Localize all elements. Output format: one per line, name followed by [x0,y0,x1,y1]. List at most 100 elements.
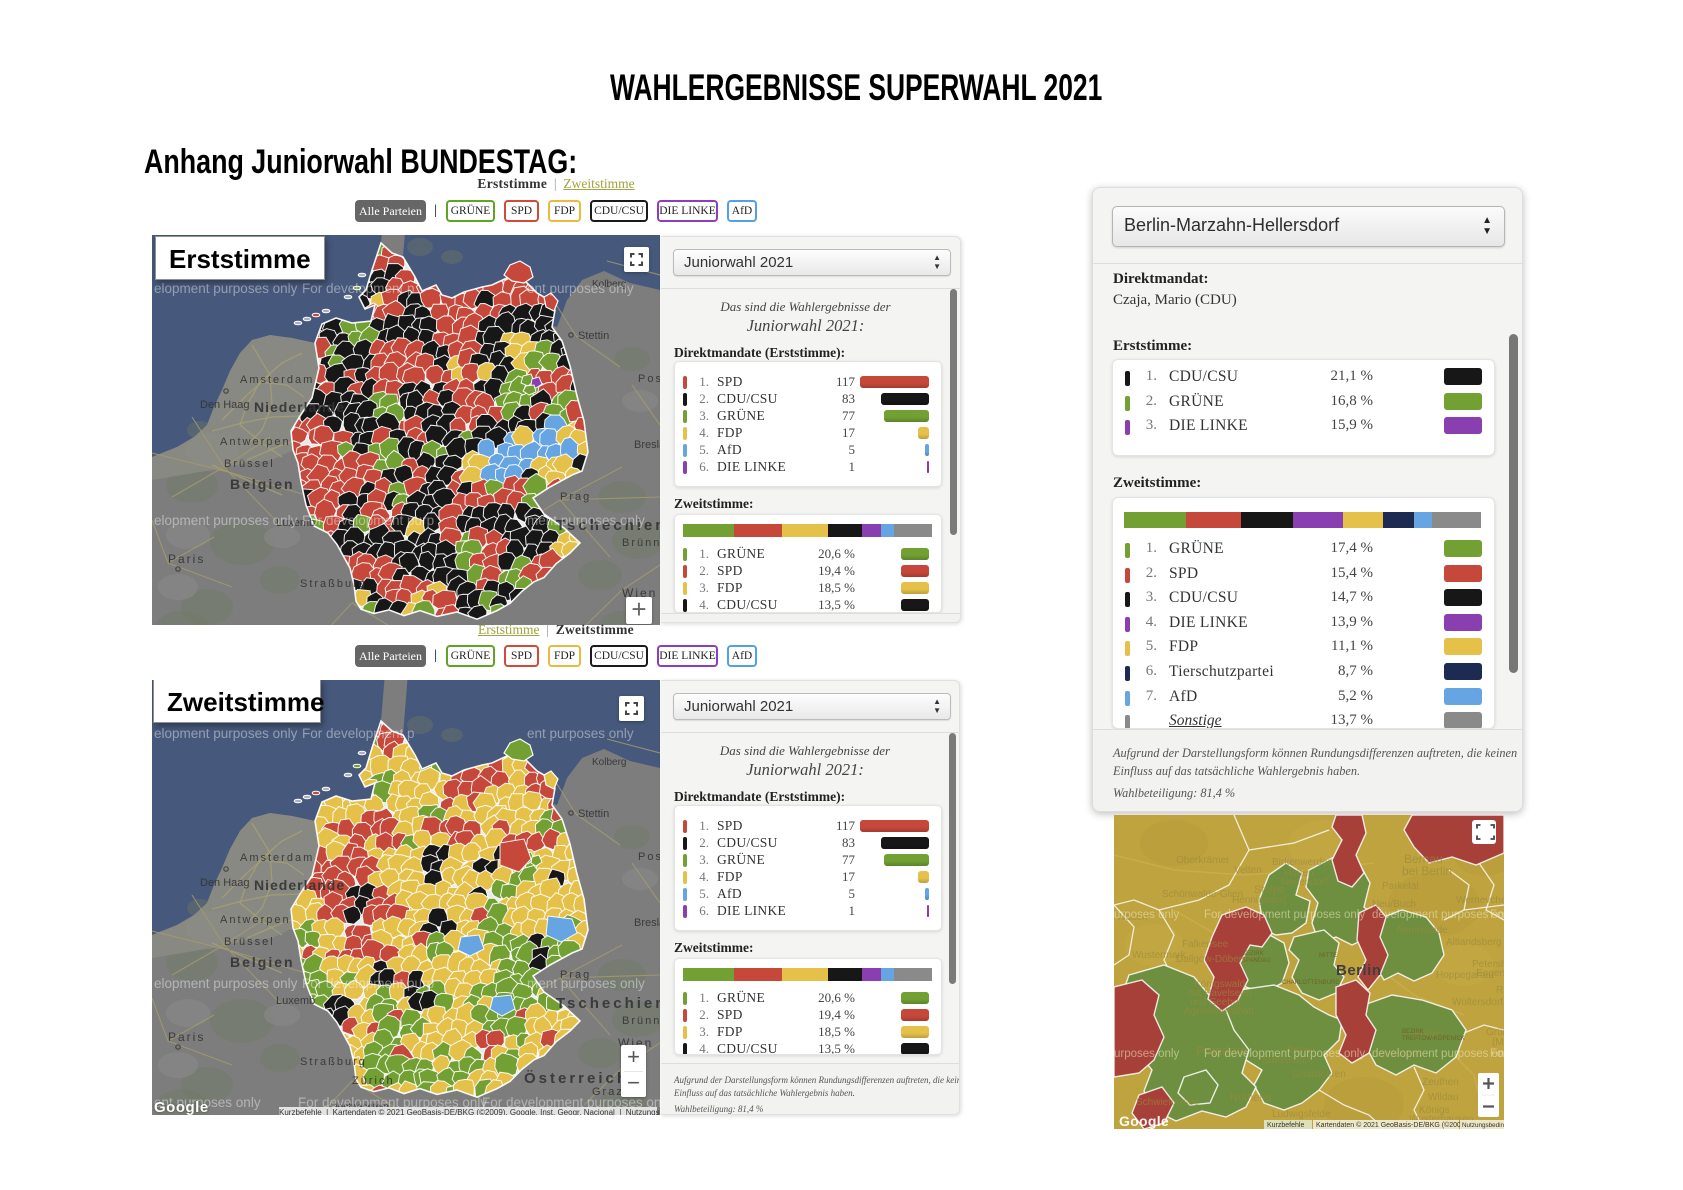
svg-text:Dallgow-Döberitz: Dallgow-Döberitz [1176,954,1252,965]
svg-text:For development purposes only: For development purposes only [1204,909,1365,921]
svg-text:elopment purposes only: elopment purposes only [154,281,298,296]
svg-text:Hennigsdorf: Hennigsdorf [1232,895,1286,906]
svg-text:Hohen: Hohen [1284,868,1313,879]
svg-text:Belgien: Belgien [230,954,295,970]
svg-text:Königs: Königs [1419,1105,1450,1116]
svg-text:Wien: Wien [622,586,657,600]
svg-text:mit Havelseen: mit Havelseen [1188,988,1251,999]
svg-text:Amsterdam: Amsterdam [240,852,314,864]
svg-text:development purposes only: development purposes only [1372,909,1504,921]
svg-text:Brünn: Brünn [622,1015,660,1027]
svg-text:Belgien: Belgien [230,476,295,492]
svg-text:Falkensee: Falkensee [1182,939,1229,950]
svg-text:Ludwigsfelde: Ludwigsfelde [1272,1109,1331,1120]
svg-text:urposes only: urposes only [1114,909,1179,921]
svg-text:Potsdam: Potsdam [1196,1043,1247,1058]
svg-text:ent purposes only: ent purposes only [527,281,634,296]
svg-text:Den Haag: Den Haag [200,399,250,411]
svg-text:Schwielowsee: Schwielowsee [1136,1097,1200,1108]
svg-text:ent purposes only: ent purposes only [154,1095,261,1110]
svg-text:Oberkrämer: Oberkrämer [1176,855,1230,866]
svg-text:Bresla: Bresla [634,439,660,451]
svg-text:For development purposes only: For development purposes only [1204,1048,1365,1060]
svg-text:Tschechien: Tschechien [556,995,660,1012]
svg-text:For devel: For devel [1490,1048,1504,1060]
svg-text:For development p: For development p [302,281,415,296]
svg-text:Wusterhausen: Wusterhausen [1409,1114,1473,1125]
svg-text:Zeuthen: Zeuthen [1422,1077,1459,1088]
svg-text:ent purposes only: ent purposes only [527,726,634,741]
svg-text:development purposes only: development purposes only [1372,1048,1504,1060]
svg-text:und Seebur: und Seebur [1190,997,1242,1008]
svg-text:Königswald: Königswald [1194,979,1245,990]
svg-text:Google: Google [1119,1113,1169,1129]
svg-text:Eggersdorf: Eggersdorf [1476,968,1504,979]
svg-text:Wustermark: Wustermark [1132,950,1187,961]
svg-text:Teltow: Teltow [1286,1045,1315,1056]
svg-text:Ahrensrede: Ahrensrede [1396,925,1448,936]
svg-text:BEZIRK: BEZIRK [1242,951,1264,957]
svg-text:Tschechien: Tschechien [556,517,660,534]
svg-text:Luxemb: Luxemb [276,517,315,529]
svg-text:MITTE: MITTE [1319,953,1337,959]
svg-text:elopment purposes only: elopment purposes only [154,976,298,991]
svg-text:Erkner: Erkner [1414,1029,1444,1040]
svg-text:urposes only: urposes only [1114,1048,1179,1060]
svg-text:Zürich: Zürich [352,1075,395,1087]
svg-text:ment purposes only: ment purposes only [527,513,645,528]
svg-text:Nutzungsbedingungen: Nutzungsbedingungen [1462,1122,1504,1129]
svg-text:Prag: Prag [560,969,591,981]
svg-text:Petershagen: Petershagen [1472,959,1504,970]
svg-text:Altlandsberg: Altlandsberg [1446,937,1502,948]
svg-text:Kolberg: Kolberg [592,279,626,290]
svg-text:Großbeeren: Großbeeren [1292,1069,1346,1080]
svg-text:Stolpe: Stolpe [1254,884,1285,896]
svg-text:Hoppegarten: Hoppegarten [1436,970,1494,981]
svg-text:Neu/Buch: Neu/Buch [1372,899,1416,910]
svg-text:bei Berlin: bei Berlin [1402,864,1452,878]
svg-text:Den Haag: Den Haag [200,877,250,889]
svg-text:Niederlande: Niederlande [254,877,345,893]
svg-text:Grünh: Grünh [1486,1027,1504,1038]
svg-text:BEZIRK: BEZIRK [1402,1029,1424,1035]
svg-text:Kolberg: Kolberg [592,757,626,768]
svg-text:Bernau: Bernau [1404,852,1443,866]
svg-text:TREPTOW-KÖPENICK: TREPTOW-KÖPENICK [1402,1035,1465,1042]
svg-text:ment purposes only: ment purposes only [527,976,645,991]
svg-text:Stettin: Stettin [578,330,609,342]
svg-text:Parketal: Parketal [1382,881,1419,892]
svg-text:Velten: Velten [1234,865,1262,876]
svg-text:Kurzbefehle: Kurzbefehle [1267,1122,1304,1129]
svg-text:CHARLOTTENBURG: CHARLOTTENBURG [1282,980,1340,986]
svg-text:For development p: For development p [302,726,415,741]
svg-text:Birkenwerder: Birkenwerder [1272,857,1332,868]
svg-text:Wildau: Wildau [1428,1092,1459,1103]
svg-text:elopment purposes only: elopment purposes only [154,513,298,528]
svg-text:Österreich: Österreich [524,1070,629,1087]
svg-text:Antwerpen: Antwerpen [220,914,291,926]
svg-text:Brüssel: Brüssel [224,458,275,470]
svg-text:Prag: Prag [560,491,591,503]
svg-text:Graz: Graz [592,1086,624,1098]
svg-text:For development purp: For development purp [302,513,434,528]
svg-text:Schönwalde-Glien: Schönwalde-Glien [1162,889,1243,900]
svg-text:For devel: For devel [1490,909,1504,921]
svg-text:Schönefeld: Schönefeld [1372,1049,1422,1060]
svg-text:Niederlande: Niederlande [254,399,345,415]
svg-text:Kartendaten © 2021 GeoBasis-DE: Kartendaten © 2021 GeoBasis-DE/BKG (©200… [1316,1121,1494,1129]
svg-text:(Ma: (Ma [1492,1037,1504,1048]
svg-text:For development purp: For development purp [302,976,434,991]
svg-text:SPANDAU: SPANDAU [1242,958,1271,964]
svg-text:Berlin: Berlin [1336,962,1382,979]
svg-text:Posen: Posen [638,851,660,863]
svg-text:Bresla: Bresla [634,917,660,929]
svg-text:Rüd: Rüd [1496,985,1504,996]
svg-text:Straßburg: Straßburg [300,1056,367,1068]
svg-text:Amsterdam: Amsterdam [240,374,314,386]
svg-text:Stettin: Stettin [578,808,609,820]
svg-text:For development purposes onl: For development purposes onl [482,1095,660,1110]
svg-text:Nuthetal: Nuthetal [1230,1092,1271,1104]
svg-text:Brünn: Brünn [622,537,660,549]
svg-text:Paris: Paris [168,552,205,566]
svg-text:Paris: Paris [168,1030,205,1044]
